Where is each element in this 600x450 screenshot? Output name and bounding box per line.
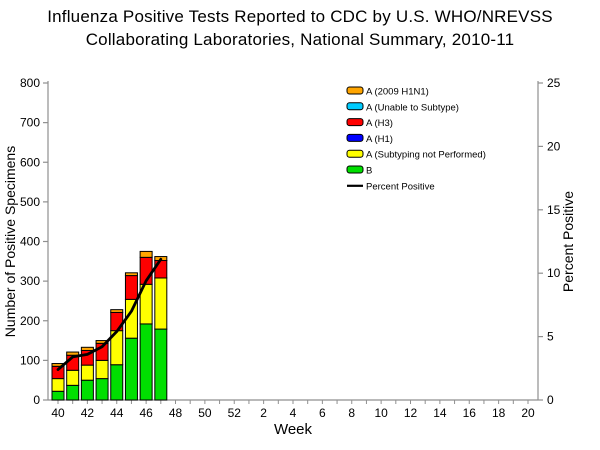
legend-label: B (366, 166, 372, 177)
bar-segment (154, 277, 168, 330)
bar-segment (80, 379, 94, 401)
x-tick-label: 20 (521, 406, 535, 420)
bar-segment (95, 378, 109, 401)
bar-segment (139, 250, 153, 258)
bar-segment (124, 275, 138, 300)
chart-title: Influenza Positive Tests Reported to CDC… (0, 5, 600, 51)
x-tick-label: 50 (198, 406, 212, 420)
y-tick-label-right: 0 (547, 393, 554, 407)
bar-segment (80, 346, 94, 351)
legend-swatch (346, 149, 364, 158)
legend-label: A (H3) (366, 118, 393, 129)
x-tick-label: 18 (492, 406, 506, 420)
chart-title-line1: Influenza Positive Tests Reported to CDC… (47, 7, 553, 26)
legend-swatch (346, 118, 364, 127)
bar-segment (110, 364, 124, 401)
x-axis-ticks: 40 42 44 46 48 50 52 2 4 6 8 10 12 14 16 18 20 (51, 400, 535, 420)
x-tick-label: 12 (404, 406, 418, 420)
legend-swatch (346, 165, 364, 174)
x-tick-label: 2 (260, 406, 267, 420)
legend-label: A (2009 H1N1) (366, 87, 429, 98)
y-tick-label-left: 200 (20, 314, 40, 328)
y-tick-label-right: 20 (547, 139, 561, 153)
bar-segment (51, 390, 65, 401)
legend: A (2009 H1N1) A (Unable to Subtype) A (H3)… (346, 86, 486, 192)
y-tick-label-left: 700 (20, 116, 40, 130)
bar-segment (51, 378, 65, 392)
x-tick-label: 14 (433, 406, 447, 420)
x-tick-label: 16 (463, 406, 477, 420)
bar-segment (124, 272, 138, 277)
x-tick-label: 46 (139, 406, 153, 420)
bar-segment (110, 309, 124, 313)
bar-segment (95, 359, 109, 380)
x-tick-label: 6 (319, 406, 326, 420)
bar-segment (154, 328, 168, 401)
x-tick-label: 44 (110, 406, 124, 420)
x-tick-label: 48 (169, 406, 183, 420)
y-tick-label-left: 300 (20, 274, 40, 288)
y-axis-left-ticks: 0 100 200 300 400 500 600 700 800 (20, 76, 48, 407)
y-tick-label-right: 25 (547, 76, 561, 90)
y-axis-right-ticks: 0 5 10 15 20 25 (538, 76, 561, 407)
x-tick-label: 42 (81, 406, 95, 420)
y-tick-label-right: 10 (547, 266, 561, 280)
x-tick-label: 4 (290, 406, 297, 420)
x-axis-title: Week (274, 421, 313, 438)
legend-swatch (346, 102, 364, 111)
y-tick-label-right: 15 (547, 203, 561, 217)
bar-segment (124, 337, 138, 401)
y-axis-title-left: Number of Positive Specimens (2, 146, 18, 337)
y-tick-label-left: 600 (20, 155, 40, 169)
bar-segment (66, 369, 80, 386)
percent-positive-line (56, 257, 163, 371)
y-tick-label-left: 0 (33, 393, 40, 407)
bar-segment (66, 351, 80, 356)
y-tick-label-right: 5 (547, 330, 554, 344)
chart-title-line2: Collaborating Laboratories, National Sum… (85, 30, 515, 49)
x-tick-label: 52 (228, 406, 242, 420)
y-tick-label-left: 100 (20, 353, 40, 367)
bar-segment (139, 323, 153, 401)
legend-label: Percent Positive (366, 181, 435, 192)
x-tick-label: 10 (374, 406, 388, 420)
legend-label: A (Unable to Subtype) (366, 102, 459, 113)
legend-swatch (346, 86, 364, 95)
bar-segment (66, 384, 80, 401)
legend-swatch (346, 133, 364, 142)
y-tick-label-left: 400 (20, 235, 40, 249)
legend-label: A (Subtyping not Performed) (366, 150, 486, 161)
y-tick-label-left: 800 (20, 76, 40, 90)
y-axis-title-right: Percent Positive (560, 191, 576, 292)
y-tick-label-left: 500 (20, 195, 40, 209)
x-tick-label: 8 (348, 406, 355, 420)
x-tick-label: 40 (51, 406, 65, 420)
bar-segment (80, 364, 94, 381)
legend-label: A (H1) (366, 134, 393, 145)
